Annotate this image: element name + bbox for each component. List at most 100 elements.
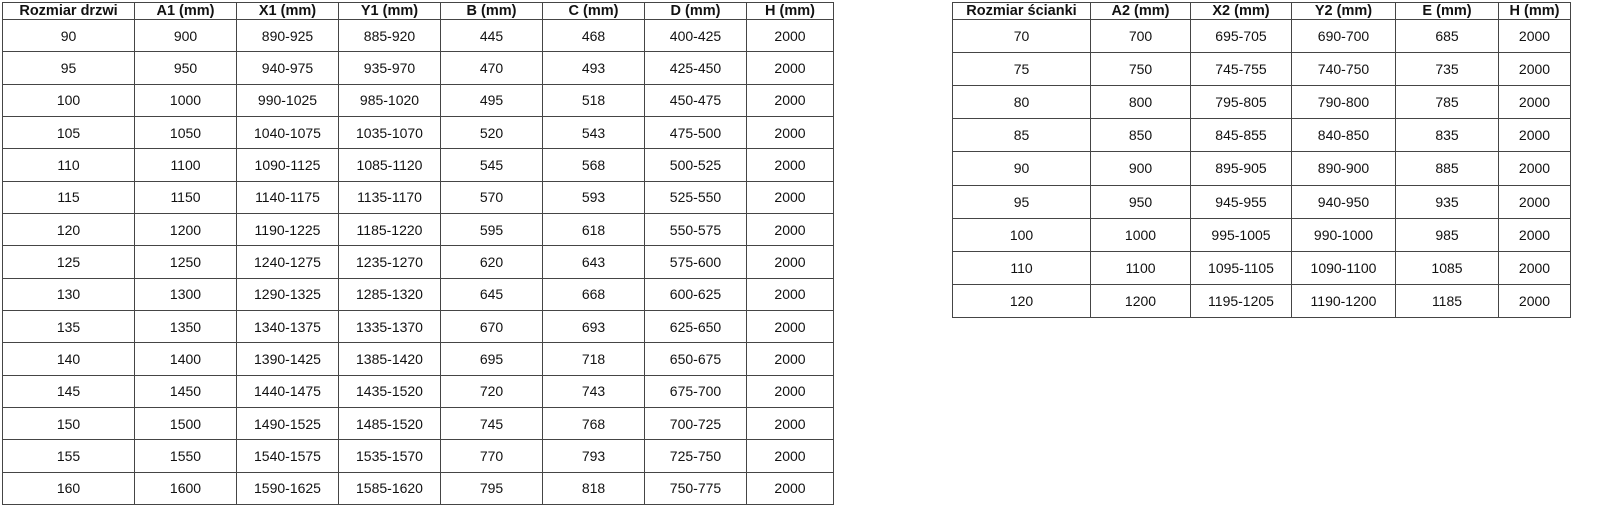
table-cell: 1400 — [134, 342, 237, 376]
table-cell: 1450 — [134, 374, 237, 408]
table-row: 115 1150 1140-1175 1135-1170 570 593 525-550 20… — [2, 180, 834, 214]
column-header: A2 (mm) — [1090, 2, 1191, 20]
table-cell: 500-525 — [644, 148, 747, 182]
table-cell: 1190-1225 — [236, 212, 339, 247]
table-row: 135 1350 1340-1375 1335-1370 670 693 625-650 20… — [2, 309, 834, 344]
table-row: 150 1500 1490-1525 1485-1520 745 768 700-725 20… — [2, 406, 834, 441]
table-cell: 885 — [1395, 151, 1499, 186]
table-cell: 840-850 — [1291, 118, 1396, 153]
table-cell: 1535-1570 — [338, 439, 441, 473]
table-cell: 2000 — [746, 245, 834, 279]
table-cell: 890-925 — [236, 18, 339, 53]
table-cell: 718 — [542, 342, 645, 376]
table-cell: 2000 — [746, 212, 834, 247]
table-cell: 835 — [1395, 118, 1499, 153]
table-row: 75 750 745-755 740-750 735 2000 — [952, 52, 1571, 87]
table-cell: 675-700 — [644, 374, 747, 408]
table-cell: 690-700 — [1291, 18, 1396, 54]
table-cell: 1240-1275 — [236, 245, 339, 279]
table-cell: 525-550 — [644, 180, 747, 214]
table-cell: 1300 — [134, 277, 237, 311]
table-cell: 110 — [2, 148, 135, 182]
column-header: H (mm) — [746, 2, 834, 20]
column-header: X2 (mm) — [1190, 2, 1292, 20]
table-cell: 800 — [1090, 85, 1191, 120]
table-row: 120 1200 1190-1225 1185-1220 595 618 550-575 20… — [2, 212, 834, 247]
table-cell: 1090-1125 — [236, 148, 339, 182]
table-row: 125 1250 1240-1275 1235-1270 620 643 575-600 20… — [2, 245, 834, 279]
table-cell: 1100 — [134, 148, 237, 182]
table-cell: 1285-1320 — [338, 277, 441, 311]
table-cell: 1190-1200 — [1291, 283, 1396, 319]
table-cell: 735 — [1395, 52, 1499, 87]
table-row: 110 1100 1090-1125 1085-1120 545 568 500-525 20… — [2, 148, 834, 182]
table-cell: 1340-1375 — [236, 309, 339, 344]
table-cell: 445 — [440, 18, 543, 53]
table-cell: 1290-1325 — [236, 277, 339, 311]
table-cell: 945-955 — [1190, 184, 1292, 219]
column-header: A1 (mm) — [134, 2, 237, 20]
table-cell: 1350 — [134, 309, 237, 344]
table-cell: 520 — [440, 115, 543, 150]
table-cell: 1140-1175 — [236, 180, 339, 214]
door-table-body: 90 900 890-925 885-920 445 468 400-425 2000 95 95… — [2, 18, 834, 506]
table-cell: 670 — [440, 309, 543, 344]
table-cell: 990-1000 — [1291, 217, 1396, 252]
table-cell: 950 — [1090, 184, 1191, 219]
table-cell: 85 — [952, 118, 1091, 153]
table-cell: 100 — [952, 217, 1091, 252]
column-header: H (mm) — [1498, 2, 1571, 20]
table-cell: 75 — [952, 52, 1091, 87]
column-header: B (mm) — [440, 2, 543, 20]
table-cell: 2000 — [746, 406, 834, 441]
table-cell: 2000 — [746, 277, 834, 311]
table-row: 155 1550 1540-1575 1535-1570 770 793 725-750 20… — [2, 439, 834, 473]
table-cell: 940-975 — [236, 51, 339, 85]
table-cell: 850 — [1090, 118, 1191, 153]
table-cell: 1200 — [1090, 283, 1191, 319]
table-cell: 1435-1520 — [338, 374, 441, 408]
table-cell: 2000 — [1498, 217, 1571, 252]
table-cell: 643 — [542, 245, 645, 279]
table-cell: 1200 — [134, 212, 237, 247]
table-cell: 145 — [2, 374, 135, 408]
table-row: 95 950 940-975 935-970 470 493 425-450 2000 — [2, 51, 834, 85]
column-header: D (mm) — [644, 2, 747, 20]
table-cell: 950 — [134, 51, 237, 85]
table-cell: 890-900 — [1291, 151, 1396, 186]
table-cell: 1485-1520 — [338, 406, 441, 441]
table-cell: 1185 — [1395, 283, 1499, 319]
table-cell: 695-705 — [1190, 18, 1292, 54]
table-row: 160 1600 1590-1625 1585-1620 795 818 750-775 20… — [2, 471, 834, 506]
table-cell: 750 — [1090, 52, 1191, 87]
table-row: 85 850 845-855 840-850 835 2000 — [952, 118, 1571, 153]
table-row: 70 700 695-705 690-700 685 2000 — [952, 18, 1571, 54]
table-cell: 160 — [2, 471, 135, 506]
table-row: 95 950 945-955 940-950 935 2000 — [952, 184, 1571, 219]
table-cell: 785 — [1395, 85, 1499, 120]
table-cell: 885-920 — [338, 18, 441, 53]
table-cell: 1390-1425 — [236, 342, 339, 376]
table-cell: 2000 — [746, 471, 834, 506]
table-cell: 1085 — [1395, 250, 1499, 285]
table-cell: 150 — [2, 406, 135, 441]
column-header: Y1 (mm) — [338, 2, 441, 20]
table-cell: 700 — [1090, 18, 1191, 54]
table-cell: 425-450 — [644, 51, 747, 85]
table-cell: 495 — [440, 83, 543, 117]
table-cell: 1550 — [134, 439, 237, 473]
table-cell: 475-500 — [644, 115, 747, 150]
table-cell: 645 — [440, 277, 543, 311]
table-row: 100 1000 995-1005 990-1000 985 2000 — [952, 217, 1571, 252]
table-cell: 1040-1075 — [236, 115, 339, 150]
table-cell: 105 — [2, 115, 135, 150]
table-cell: 120 — [952, 283, 1091, 319]
table-cell: 985-1020 — [338, 83, 441, 117]
table-row: 140 1400 1390-1425 1385-1420 695 718 650-675 20… — [2, 342, 834, 376]
table-cell: 493 — [542, 51, 645, 85]
table-cell: 2000 — [746, 51, 834, 85]
table-cell: 618 — [542, 212, 645, 247]
table-cell: 1585-1620 — [338, 471, 441, 506]
table-cell: 2000 — [1498, 118, 1571, 153]
